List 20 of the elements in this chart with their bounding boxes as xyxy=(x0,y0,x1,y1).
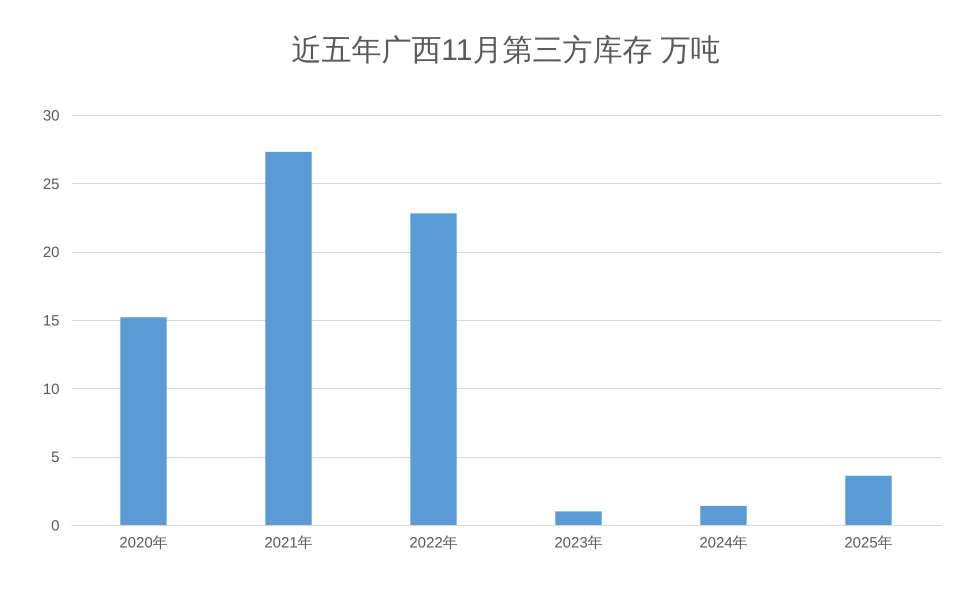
bar xyxy=(845,476,892,525)
x-tick-label: 2024年 xyxy=(699,534,748,552)
bar xyxy=(700,506,747,525)
y-tick-label: 5 xyxy=(51,449,60,466)
x-tick-label: 2021年 xyxy=(264,534,313,552)
x-tick-label: 2020年 xyxy=(119,534,168,552)
x-tick-label: 2022年 xyxy=(409,534,458,552)
bar xyxy=(120,317,167,525)
x-tick-label: 2025年 xyxy=(844,534,893,552)
bar xyxy=(265,152,312,525)
y-tick-label: 15 xyxy=(42,312,60,330)
y-tick-label: 0 xyxy=(51,518,60,534)
bar xyxy=(555,511,602,525)
y-tick-label: 10 xyxy=(42,380,60,398)
chart-title: 近五年广西11月第三方库存 万吨 xyxy=(291,34,721,67)
y-tick-label: 20 xyxy=(42,244,60,262)
x-tick-label: 2023年 xyxy=(554,534,603,552)
y-tick-label: 30 xyxy=(42,108,60,124)
y-tick-label: 25 xyxy=(42,176,60,193)
bar xyxy=(410,213,457,525)
